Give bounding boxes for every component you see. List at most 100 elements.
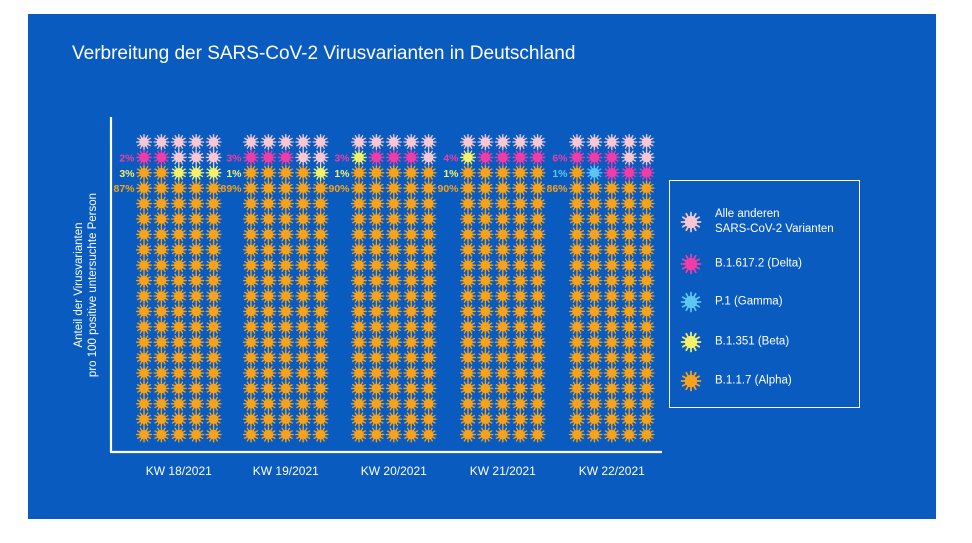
x-tick-label: KW 19/2021 <box>253 464 319 478</box>
waffle-cell-alpha <box>295 334 312 351</box>
waffle-cell-alpha <box>277 211 294 227</box>
x-tick-label: KW 22/2021 <box>579 464 645 478</box>
waffle-cell-alpha <box>420 426 437 443</box>
waffle-cell-alpha <box>586 211 603 227</box>
legend-label-gamma: P.1 (Gamma) <box>715 295 783 308</box>
waffle-cell-alpha <box>188 272 205 289</box>
waffle-cell-alpha <box>170 318 187 335</box>
waffle-cell-alpha <box>494 180 511 197</box>
x-tick-label: KW 18/2021 <box>146 464 212 478</box>
waffle-column <box>136 134 222 443</box>
waffle-cell-alpha <box>460 303 476 320</box>
waffle-cell-alpha <box>586 349 603 366</box>
legend: Alle anderen SARS-CoV-2 Varianten B.1.61… <box>669 180 860 408</box>
waffle-cell-alpha <box>586 226 603 243</box>
waffle-cell-alpha <box>385 211 402 227</box>
waffle-cell-alpha <box>351 303 367 320</box>
waffle-column <box>351 134 437 443</box>
waffle-cell-alpha <box>170 334 187 351</box>
waffle-cell-delta <box>603 164 620 181</box>
waffle-cell-alpha <box>494 288 511 304</box>
waffle-cell-alpha <box>403 303 420 320</box>
waffle-cell-alpha <box>312 365 329 381</box>
waffle-cell-alpha <box>295 241 312 258</box>
waffle-cell-alpha <box>586 426 603 443</box>
waffle-cell-others <box>243 134 259 150</box>
waffle-cell-alpha <box>136 395 152 412</box>
waffle-cell-alpha <box>477 365 494 381</box>
waffle-cell-alpha <box>170 180 187 197</box>
waffle-cell-alpha <box>188 195 205 212</box>
waffle-cell-alpha <box>460 211 476 227</box>
waffle-cell-alpha <box>277 365 294 381</box>
waffle-cell-alpha <box>403 426 420 443</box>
waffle-cell-alpha <box>512 334 529 351</box>
waffle-cell-alpha <box>260 288 277 304</box>
waffle-cell-others <box>170 149 187 166</box>
waffle-cell-alpha <box>368 318 385 335</box>
waffle-cell-alpha <box>153 334 170 351</box>
waffle-cell-alpha <box>205 303 222 320</box>
legend-label-beta: B.1.351 (Beta) <box>715 335 790 348</box>
waffle-cell-delta <box>494 149 511 166</box>
waffle-cell-delta <box>586 149 603 166</box>
waffle-cell-alpha <box>460 365 476 381</box>
waffle-cell-alpha <box>295 365 312 381</box>
waffle-cell-alpha <box>420 180 437 197</box>
waffle-cell-alpha <box>512 380 529 397</box>
waffle-cell-alpha <box>494 241 511 258</box>
waffle-cell-alpha <box>260 226 277 243</box>
waffle-cell-alpha <box>368 272 385 289</box>
waffle-cell-alpha <box>569 334 585 351</box>
waffle-cell-alpha <box>420 365 437 381</box>
virus-icon <box>680 331 702 353</box>
waffle-cell-alpha <box>277 164 294 181</box>
waffle-cell-alpha <box>403 180 420 197</box>
waffle-cell-alpha <box>638 226 655 243</box>
waffle-cell-alpha <box>153 257 170 274</box>
waffle-cell-alpha <box>529 241 546 258</box>
waffle-cell-beta <box>188 164 205 181</box>
waffle-cell-alpha <box>460 195 476 212</box>
data-label-delta: 4% <box>443 152 459 164</box>
data-label-delta: 2% <box>119 152 135 164</box>
waffle-cell-alpha <box>638 272 655 289</box>
waffle-cell-alpha <box>243 411 259 428</box>
waffle-cell-alpha <box>477 195 494 212</box>
waffle-cell-alpha <box>260 318 277 335</box>
waffle-cell-alpha <box>385 241 402 258</box>
data-label-beta: 3% <box>119 168 135 180</box>
waffle-cell-alpha <box>477 164 494 181</box>
waffle-cell-alpha <box>277 241 294 258</box>
waffle-cell-alpha <box>153 303 170 320</box>
waffle-cell-alpha <box>243 211 259 227</box>
waffle-cell-alpha <box>295 303 312 320</box>
waffle-cell-alpha <box>295 226 312 243</box>
waffle-cell-delta <box>529 149 546 166</box>
waffle-cell-alpha <box>420 411 437 428</box>
waffle-cell-alpha <box>621 303 638 320</box>
waffle-cell-alpha <box>494 349 511 366</box>
waffle-cell-delta <box>621 164 638 181</box>
waffle-cell-alpha <box>621 426 638 443</box>
waffle-cell-alpha <box>403 211 420 227</box>
waffle-cell-alpha <box>277 226 294 243</box>
waffle-cell-alpha <box>621 411 638 428</box>
waffle-cell-alpha <box>420 380 437 397</box>
waffle-cell-alpha <box>188 257 205 274</box>
waffle-cell-alpha <box>153 164 170 181</box>
waffle-cell-alpha <box>494 365 511 381</box>
waffle-cell-alpha <box>136 318 152 335</box>
waffle-cell-alpha <box>277 395 294 412</box>
waffle-cell-alpha <box>403 365 420 381</box>
waffle-cell-others <box>205 149 222 166</box>
waffle-cell-alpha <box>385 288 402 304</box>
waffle-cell-others <box>603 134 620 150</box>
waffle-cell-alpha <box>368 334 385 351</box>
waffle-cell-alpha <box>460 318 476 335</box>
waffle-cell-alpha <box>477 241 494 258</box>
waffle-cell-alpha <box>638 180 655 197</box>
waffle-cell-alpha <box>312 303 329 320</box>
waffle-cell-alpha <box>477 349 494 366</box>
waffle-cell-alpha <box>277 180 294 197</box>
